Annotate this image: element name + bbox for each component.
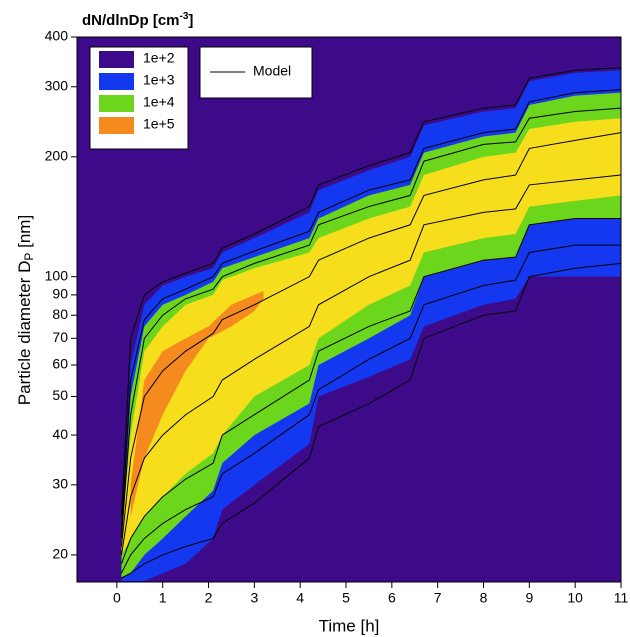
legend-label: 1e+5 xyxy=(143,116,175,132)
legend-swatch xyxy=(99,117,134,134)
legend-swatch xyxy=(99,73,134,90)
legend-label: 1e+3 xyxy=(143,72,175,88)
legend-swatch xyxy=(99,51,134,68)
x-tick-label: 10 xyxy=(567,590,583,606)
y-label-sub: P xyxy=(22,253,36,261)
y-tick-label: 80 xyxy=(52,306,68,322)
y-tick-label: 50 xyxy=(52,387,68,403)
model-line xyxy=(120,67,621,517)
model-line xyxy=(121,244,621,574)
y-tick-label: 60 xyxy=(52,356,68,372)
x-tick-label: 0 xyxy=(113,590,121,606)
y-tick-label: 400 xyxy=(45,28,69,44)
y-tick-label: 70 xyxy=(52,329,68,345)
x-tick-label: 4 xyxy=(296,590,304,606)
y-label-text: [nm] xyxy=(15,215,34,253)
legend-label: 1e+2 xyxy=(143,50,175,66)
x-tick-label: 9 xyxy=(525,590,533,606)
axes: 0 1 2 3 4 5 6 7 8 9 10 11 20 30 40 50 60 70 80 90 100 200 300 4… xyxy=(45,28,629,606)
x-tick-label: 6 xyxy=(388,590,396,606)
x-tick-label: 3 xyxy=(250,590,258,606)
y-tick-label: 90 xyxy=(52,286,68,302)
x-tick-label: 11 xyxy=(614,590,629,606)
model-line xyxy=(120,107,621,539)
model-line xyxy=(121,262,621,579)
model-line xyxy=(120,217,621,564)
y-tick-label: 20 xyxy=(52,546,68,562)
plot-area xyxy=(77,37,621,582)
x-tick-label: 1 xyxy=(159,590,167,606)
x-tick-label: 8 xyxy=(480,590,488,606)
legend-label: Model xyxy=(253,63,291,79)
legend-label: 1e+4 xyxy=(143,94,175,110)
y-tick-label: 40 xyxy=(52,426,68,442)
y-tick-label: 200 xyxy=(45,148,69,164)
level-band xyxy=(130,291,264,517)
y-tick-label: 100 xyxy=(45,267,69,283)
x-tick-label: 5 xyxy=(342,590,350,606)
chart-title: dN/dlnDp [cm-3] xyxy=(82,11,193,29)
y-tick-label: 30 xyxy=(52,476,68,492)
title-text: ] xyxy=(188,12,193,29)
legend-swatch xyxy=(99,95,134,112)
title-sup: -3 xyxy=(180,11,189,22)
x-axis-label: Time [h] xyxy=(319,616,380,635)
plot-frame xyxy=(76,36,622,583)
level-band xyxy=(121,118,621,555)
y-axis-label: Particle diameter DP [nm] xyxy=(15,215,36,405)
model-line xyxy=(120,174,621,555)
y-tick-label: 300 xyxy=(45,77,69,93)
model-line xyxy=(120,89,621,531)
y-label-text: Particle diameter D xyxy=(15,261,34,406)
model-line xyxy=(120,132,621,547)
x-tick-label: 2 xyxy=(205,590,213,606)
x-tick-label: 7 xyxy=(434,590,442,606)
title-text: dN/dlnDp [cm xyxy=(82,12,180,29)
